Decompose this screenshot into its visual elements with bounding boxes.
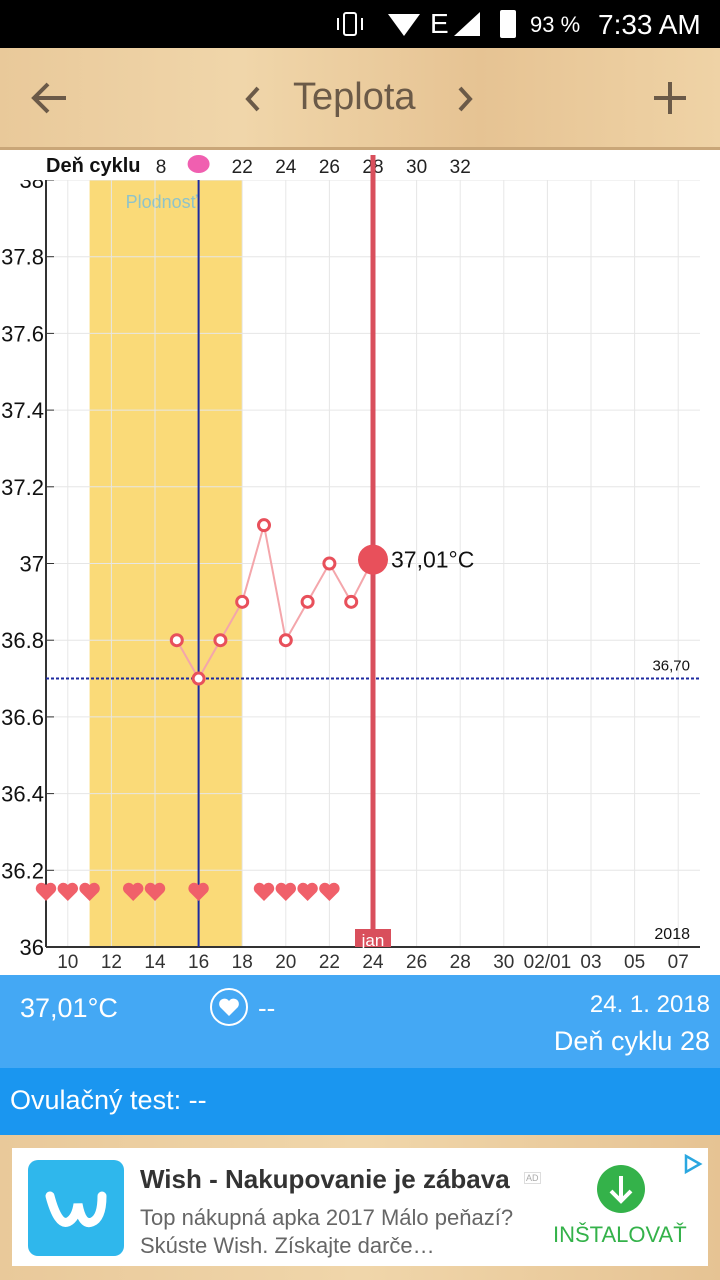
y-tick-label: 36.8: [1, 628, 44, 653]
status-icons: [337, 12, 480, 36]
ovulation-text: Ovulačný test: --: [10, 1085, 207, 1115]
ad-title: Wish - Nakupovanie je zábava: [140, 1164, 510, 1194]
network: E: [430, 8, 449, 39]
info-panel: 37,01°C -- 24. 1. 2018 Deň cyklu 28: [0, 975, 720, 1068]
add-button[interactable]: [652, 80, 688, 116]
clock: 7:33 AM: [598, 9, 701, 40]
ad-icon: [28, 1160, 124, 1256]
year-label: 2018: [654, 926, 690, 943]
current-point: [358, 544, 388, 575]
cycle-tick-label: 32: [450, 157, 471, 178]
y-tick-label: 37.8: [1, 245, 44, 270]
ad-download-icon: [597, 1165, 645, 1213]
point: [235, 594, 250, 609]
x-tick-label: 22: [319, 952, 340, 973]
point: [169, 633, 184, 648]
y-tick-label: 37: [20, 552, 44, 577]
point: [257, 518, 271, 533]
cycle-day: Deň cyklu 28: [553, 1026, 710, 1056]
y-tick-label: 37.6: [1, 321, 44, 346]
heart: [123, 882, 144, 901]
temperature: 37,01°C: [20, 993, 118, 1023]
y-tick-label: 36.2: [1, 858, 44, 883]
point: [278, 633, 293, 648]
x-tick-label: 28: [450, 952, 471, 973]
x-tick-label: 30: [493, 952, 514, 973]
cycle-tick-label: 22: [232, 157, 253, 178]
cycle-label: Deň cyklu: [46, 155, 140, 177]
ad-badge: AD: [524, 1172, 541, 1184]
heart: [144, 882, 166, 901]
x-tick-label: 14: [144, 952, 166, 973]
heart: [275, 882, 296, 901]
x-tick-label: 03: [580, 952, 601, 973]
ad-text: Top nákupná apka 2017 Málo peňazí? Skúst…: [140, 1205, 514, 1258]
temperature-line: [175, 524, 374, 681]
heart-icon[interactable]: [209, 987, 249, 1027]
toolbar: Teplota: [0, 48, 720, 150]
x-tick-label: 10: [57, 952, 78, 973]
ad-button[interactable]: INŠTALOVAŤ: [553, 1222, 687, 1247]
x-tick-label: 07: [668, 952, 689, 973]
cycle-tick-label: 24: [275, 157, 297, 178]
ovulation-dot: [187, 155, 210, 173]
prev-button[interactable]: [242, 84, 264, 114]
heart: [319, 882, 340, 901]
battery: 93 %: [530, 12, 581, 37]
x-tick-label: 05: [624, 952, 645, 973]
x-tick-label: 24: [362, 952, 384, 973]
x-tick-label: 18: [232, 952, 253, 973]
x-tick-label: 02/01: [524, 952, 572, 973]
heart: [253, 882, 275, 901]
y-tick-label: 36.6: [1, 705, 44, 730]
next-button[interactable]: [454, 84, 476, 114]
x-tick-label: 20: [275, 952, 296, 973]
cycle-row-bg: [0, 150, 720, 180]
chart: Plodnosť 36 36.2 36.4 36.6 36.8 37 37.2 37.4 37.6…: [0, 150, 720, 973]
point: [300, 594, 315, 609]
heart: [297, 882, 318, 901]
current-value-label: 37,01°C: [391, 547, 474, 573]
back-button[interactable]: [30, 80, 70, 116]
cycle-tick-label: 30: [406, 157, 427, 178]
x-tick-label: 16: [188, 952, 209, 973]
ad-area: Wish - Nakupovanie je zábava AD Top náku…: [0, 1135, 720, 1280]
y-tick-label: 36: [20, 935, 44, 960]
date: 24. 1. 2018: [589, 991, 710, 1018]
x-tick-label: 26: [406, 952, 427, 973]
ovulation-test[interactable]: Ovulačný test: --: [0, 1068, 720, 1135]
heart: [57, 882, 78, 901]
y-tick-label: 37.2: [1, 475, 44, 500]
point: [344, 594, 359, 609]
heart: [79, 882, 100, 901]
cover-line-label: 36,70: [652, 658, 690, 675]
cycle-tick-label: 8: [156, 157, 167, 178]
month-label-bg: [355, 929, 391, 947]
ad-choices[interactable]: [680, 1152, 704, 1176]
y-tick-label: 36.4: [1, 782, 44, 807]
heart-value: --: [258, 993, 276, 1023]
month-label: jan: [361, 931, 385, 950]
heart: [188, 882, 209, 901]
toolbar-title: Teplota: [293, 76, 416, 118]
battery-icon: [500, 10, 516, 38]
point: [191, 671, 206, 686]
ad-card[interactable]: Wish - Nakupovanie je zábava AD Top náku…: [12, 1148, 708, 1266]
y-tick-label: 37.4: [1, 398, 44, 423]
cycle-tick-label: 26: [319, 157, 340, 178]
x-tick-label: 12: [101, 952, 122, 973]
point: [213, 633, 228, 648]
status-bar: E 93 % 7:33 AM: [0, 0, 720, 48]
heart: [35, 882, 57, 901]
fertile-label: Plodnosť: [126, 192, 198, 212]
point: [322, 556, 337, 571]
